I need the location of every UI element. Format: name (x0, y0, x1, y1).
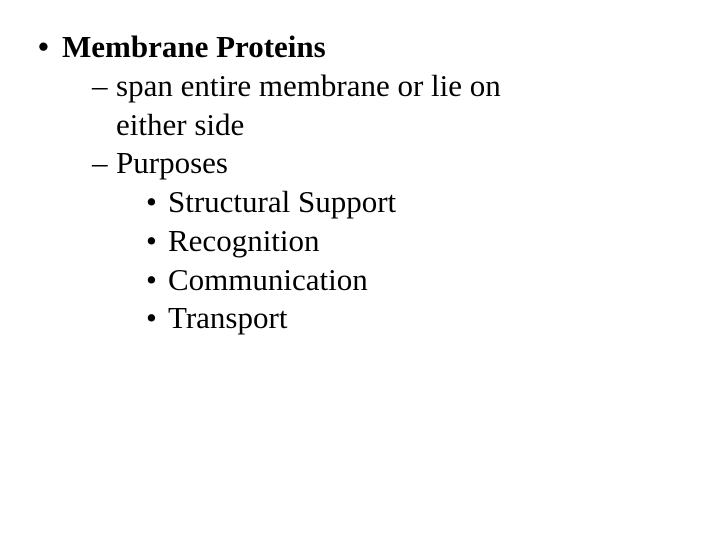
bullet-icon: • (146, 183, 157, 222)
bullet-icon: • (38, 28, 49, 67)
level3-text: Recognition (168, 223, 320, 258)
outline-level2-item: – Purposes (0, 144, 720, 183)
level2-text: Purposes (116, 145, 228, 180)
bullet-icon: • (146, 261, 157, 300)
bullet-icon: • (146, 299, 157, 338)
outline-level3-item: • Transport (0, 299, 720, 338)
level2-text-line1: span entire membrane or lie on (116, 68, 501, 103)
level3-text: Transport (168, 300, 287, 335)
outline-level3-item: • Communication (0, 261, 720, 300)
bullet-icon: • (146, 222, 157, 261)
outline-level3-item: • Structural Support (0, 183, 720, 222)
outline-level2-item-continuation: either side (0, 106, 720, 145)
level1-heading: Membrane Proteins (62, 29, 326, 64)
dash-icon: – (92, 67, 108, 106)
level2-text-line2: either side (116, 107, 244, 142)
outline-level1-item: • Membrane Proteins (0, 28, 720, 67)
level3-text: Structural Support (168, 184, 396, 219)
outline-level3-item: • Recognition (0, 222, 720, 261)
level3-text: Communication (168, 262, 368, 297)
outline-level2-item: – span entire membrane or lie on (0, 67, 720, 106)
dash-icon: – (92, 144, 108, 183)
